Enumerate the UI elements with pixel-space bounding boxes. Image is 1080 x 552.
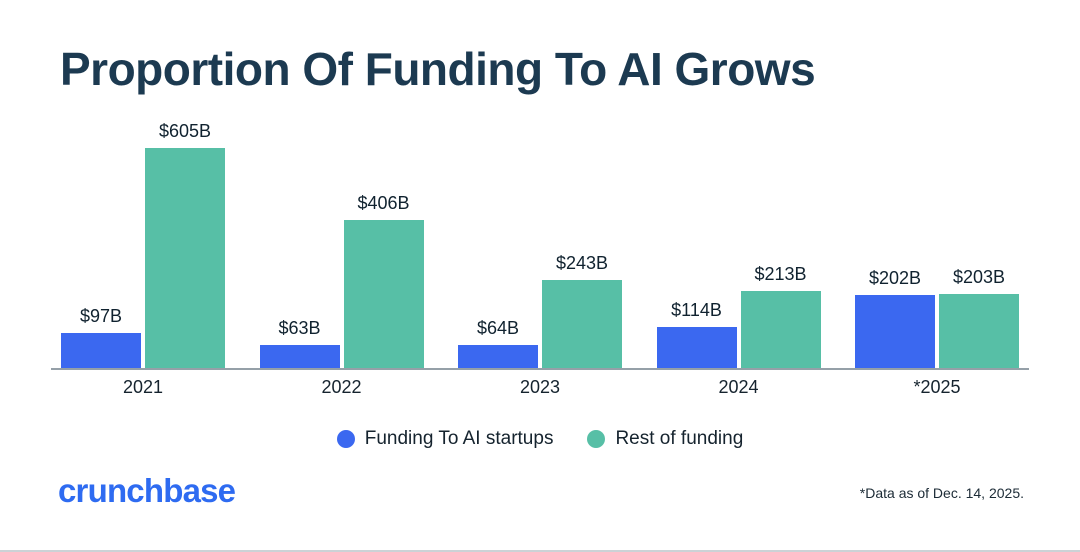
bar-pair: $97B $605B xyxy=(61,121,225,368)
x-axis-label: 2024 xyxy=(718,376,759,397)
bar-column-rest: $213B xyxy=(740,263,821,368)
bar-group: $63B $406B xyxy=(259,192,424,368)
x-axis-label: *2025 xyxy=(913,376,961,397)
x-axis-label: 2021 xyxy=(122,376,164,397)
bar-pair: $63B $406B xyxy=(259,192,424,368)
bar-group: $64B $243B xyxy=(458,253,622,368)
bar-ai-funding xyxy=(855,294,935,368)
page-title: Proportion Of Funding To AI Grows xyxy=(60,43,816,95)
legend-item-ai-funding: Funding To AI startups xyxy=(336,427,554,450)
bar-value-label: $63B xyxy=(278,317,321,338)
bar-pair: $202B $203B xyxy=(855,267,1019,368)
bar-value-label: $406B xyxy=(357,192,410,213)
legend-dot-ai-icon xyxy=(336,429,355,448)
bar-column-rest: $243B xyxy=(542,253,622,368)
bar-rest-funding xyxy=(145,147,225,368)
bar-value-label: $605B xyxy=(158,120,212,141)
bar-column-rest: $406B xyxy=(343,192,424,368)
bar-value-label: $64B xyxy=(476,317,520,338)
chart-legend: Funding To AI startups Rest of funding xyxy=(0,428,1080,450)
bar-column-ai: $97B xyxy=(61,306,141,368)
bar-chart: $97B $605B $63B $406B $64B $243B $114B $213B $20… xyxy=(51,121,1029,398)
bar-group: $97B $605B xyxy=(61,121,225,368)
footer: crunchbase *Data as of Dec. 14, 2025. xyxy=(0,474,1080,507)
bar-column-rest: $203B xyxy=(939,267,1019,368)
bar-group: $202B $203B xyxy=(855,267,1019,368)
bar-rest-funding xyxy=(740,290,821,368)
bar-column-ai: $64B xyxy=(458,318,538,368)
bar-pair: $64B $243B xyxy=(458,253,622,368)
bar-column-ai: $63B xyxy=(259,317,340,368)
bar-value-label: $203B xyxy=(952,266,1006,287)
bar-groups: $97B $605B $63B $406B $64B $243B $114B $213B $20… xyxy=(51,121,1029,368)
bar-rest-funding xyxy=(939,293,1019,368)
legend-dot-rest-icon xyxy=(587,429,606,448)
legend-label-rest: Rest of funding xyxy=(615,427,744,449)
crunchbase-logo: crunchbase xyxy=(58,471,236,509)
bar-column-rest: $605B xyxy=(145,121,225,368)
bar-value-label: $114B xyxy=(671,299,722,320)
bar-value-label: $97B xyxy=(79,305,123,326)
data-footnote: *Data as of Dec. 14, 2025. xyxy=(859,484,1024,501)
x-axis-line xyxy=(51,367,1029,370)
bar-group: $114B $213B xyxy=(656,263,821,368)
bar-value-label: $213B xyxy=(754,263,807,284)
bar-value-label: $243B xyxy=(555,252,609,273)
x-axis-label: 2022 xyxy=(321,376,362,397)
bar-pair: $114B $213B xyxy=(656,263,821,368)
bar-rest-funding xyxy=(343,219,424,368)
x-axis-labels: 2021 2022 2023 2024 *2025 xyxy=(51,377,1029,398)
bar-ai-funding xyxy=(656,326,737,368)
legend-item-rest-funding: Rest of funding xyxy=(587,428,743,450)
bar-value-label: $202B xyxy=(868,267,922,288)
bar-column-ai: $202B xyxy=(855,268,935,368)
bar-column-ai: $114B xyxy=(656,299,737,368)
bar-rest-funding xyxy=(542,279,622,368)
bar-ai-funding xyxy=(259,344,340,368)
x-axis-label: 2023 xyxy=(519,376,561,397)
bar-ai-funding xyxy=(61,332,141,368)
legend-label-ai: Funding To AI startups xyxy=(364,427,554,449)
bar-ai-funding xyxy=(458,344,538,368)
